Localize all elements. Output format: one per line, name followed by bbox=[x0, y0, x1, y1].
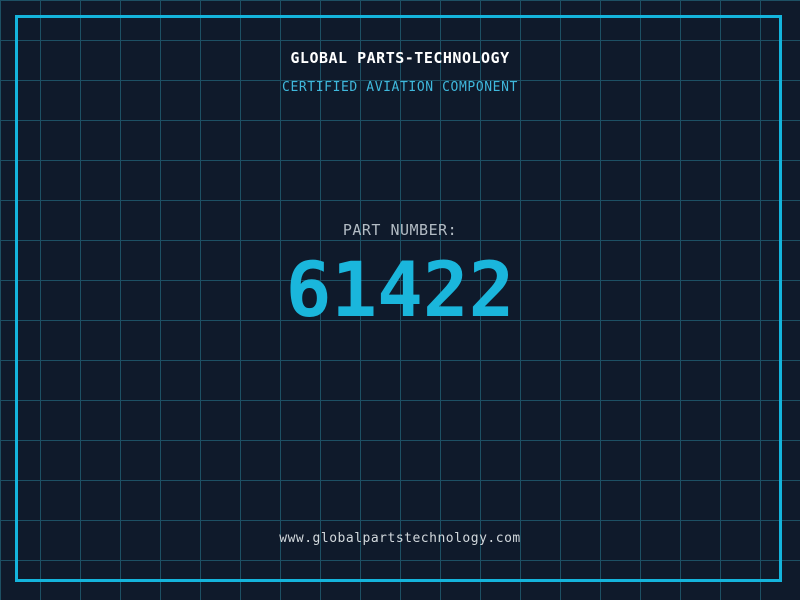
company-title: GLOBAL PARTS-TECHNOLOGY bbox=[290, 49, 510, 67]
website-url: www.globalpartstechnology.com bbox=[279, 531, 521, 546]
part-number-value: 61422 bbox=[285, 245, 515, 334]
part-number-label: PART NUMBER: bbox=[342, 221, 458, 239]
certification-subtitle: CERTIFIED AVIATION COMPONENT bbox=[282, 80, 518, 95]
